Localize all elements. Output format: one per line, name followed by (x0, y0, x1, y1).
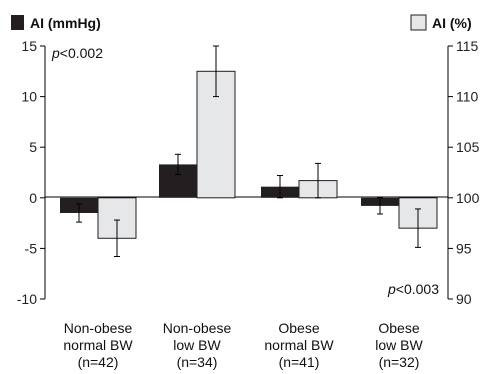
category-label-line: normal BW (63, 337, 133, 353)
category-label-line: (n=34) (177, 354, 218, 370)
category-label: Non-obese low BW (n=34) (163, 320, 232, 370)
category-label-line: Obese (278, 320, 319, 336)
category-labels: Non-obese normal BW (n=42)Non-obese low BW(… (63, 320, 423, 370)
category-label-line: low BW (375, 337, 423, 353)
right-tick-label: 115 (456, 38, 479, 54)
legend-swatch-right (410, 14, 427, 31)
left-tick-label: 0 (29, 190, 37, 206)
pvalue-left: p<0.002 (51, 45, 103, 61)
right-tick-label: 90 (456, 291, 472, 307)
left-axis-ticks: -10 -5 0 5 10 15 (17, 38, 45, 307)
right-tick-label: 105 (456, 139, 480, 155)
left-tick-label: 15 (21, 38, 37, 54)
category-label-line: (n=41) (279, 354, 320, 370)
left-tick-label: 5 (29, 139, 37, 155)
legend-swatch-left (11, 15, 24, 30)
left-tick-label: -10 (17, 291, 37, 307)
left-tick-label: 10 (21, 89, 37, 105)
error-bars (76, 45, 421, 257)
category-label-line: Non-obese (163, 320, 232, 336)
category-label-line: (n=32) (379, 354, 420, 370)
legend-label-right: AI (%) (432, 15, 472, 31)
category-label-line: low BW (173, 337, 221, 353)
category-label: Obese low BW (n=32) (375, 320, 423, 370)
right-tick-label: 100 (456, 190, 480, 206)
category-label-line: Non-obese (64, 320, 133, 336)
legend-label-left: AI (mmHg) (30, 15, 101, 31)
category-label-line: Obese (378, 320, 419, 336)
right-axis-ticks: 90 95 100 105 110 115 (448, 38, 480, 307)
pvalue-right: p<0.003 (387, 281, 439, 297)
category-label-line: normal BW (264, 337, 334, 353)
category-label-line: (n=42) (78, 354, 119, 370)
right-tick-label: 95 (456, 240, 472, 256)
right-tick-label: 110 (456, 89, 479, 105)
category-label: Non-obese normal BW (n=42) (63, 320, 133, 370)
category-label: Obese normal BW (n=41) (264, 320, 334, 370)
left-tick-label: -5 (25, 240, 38, 256)
